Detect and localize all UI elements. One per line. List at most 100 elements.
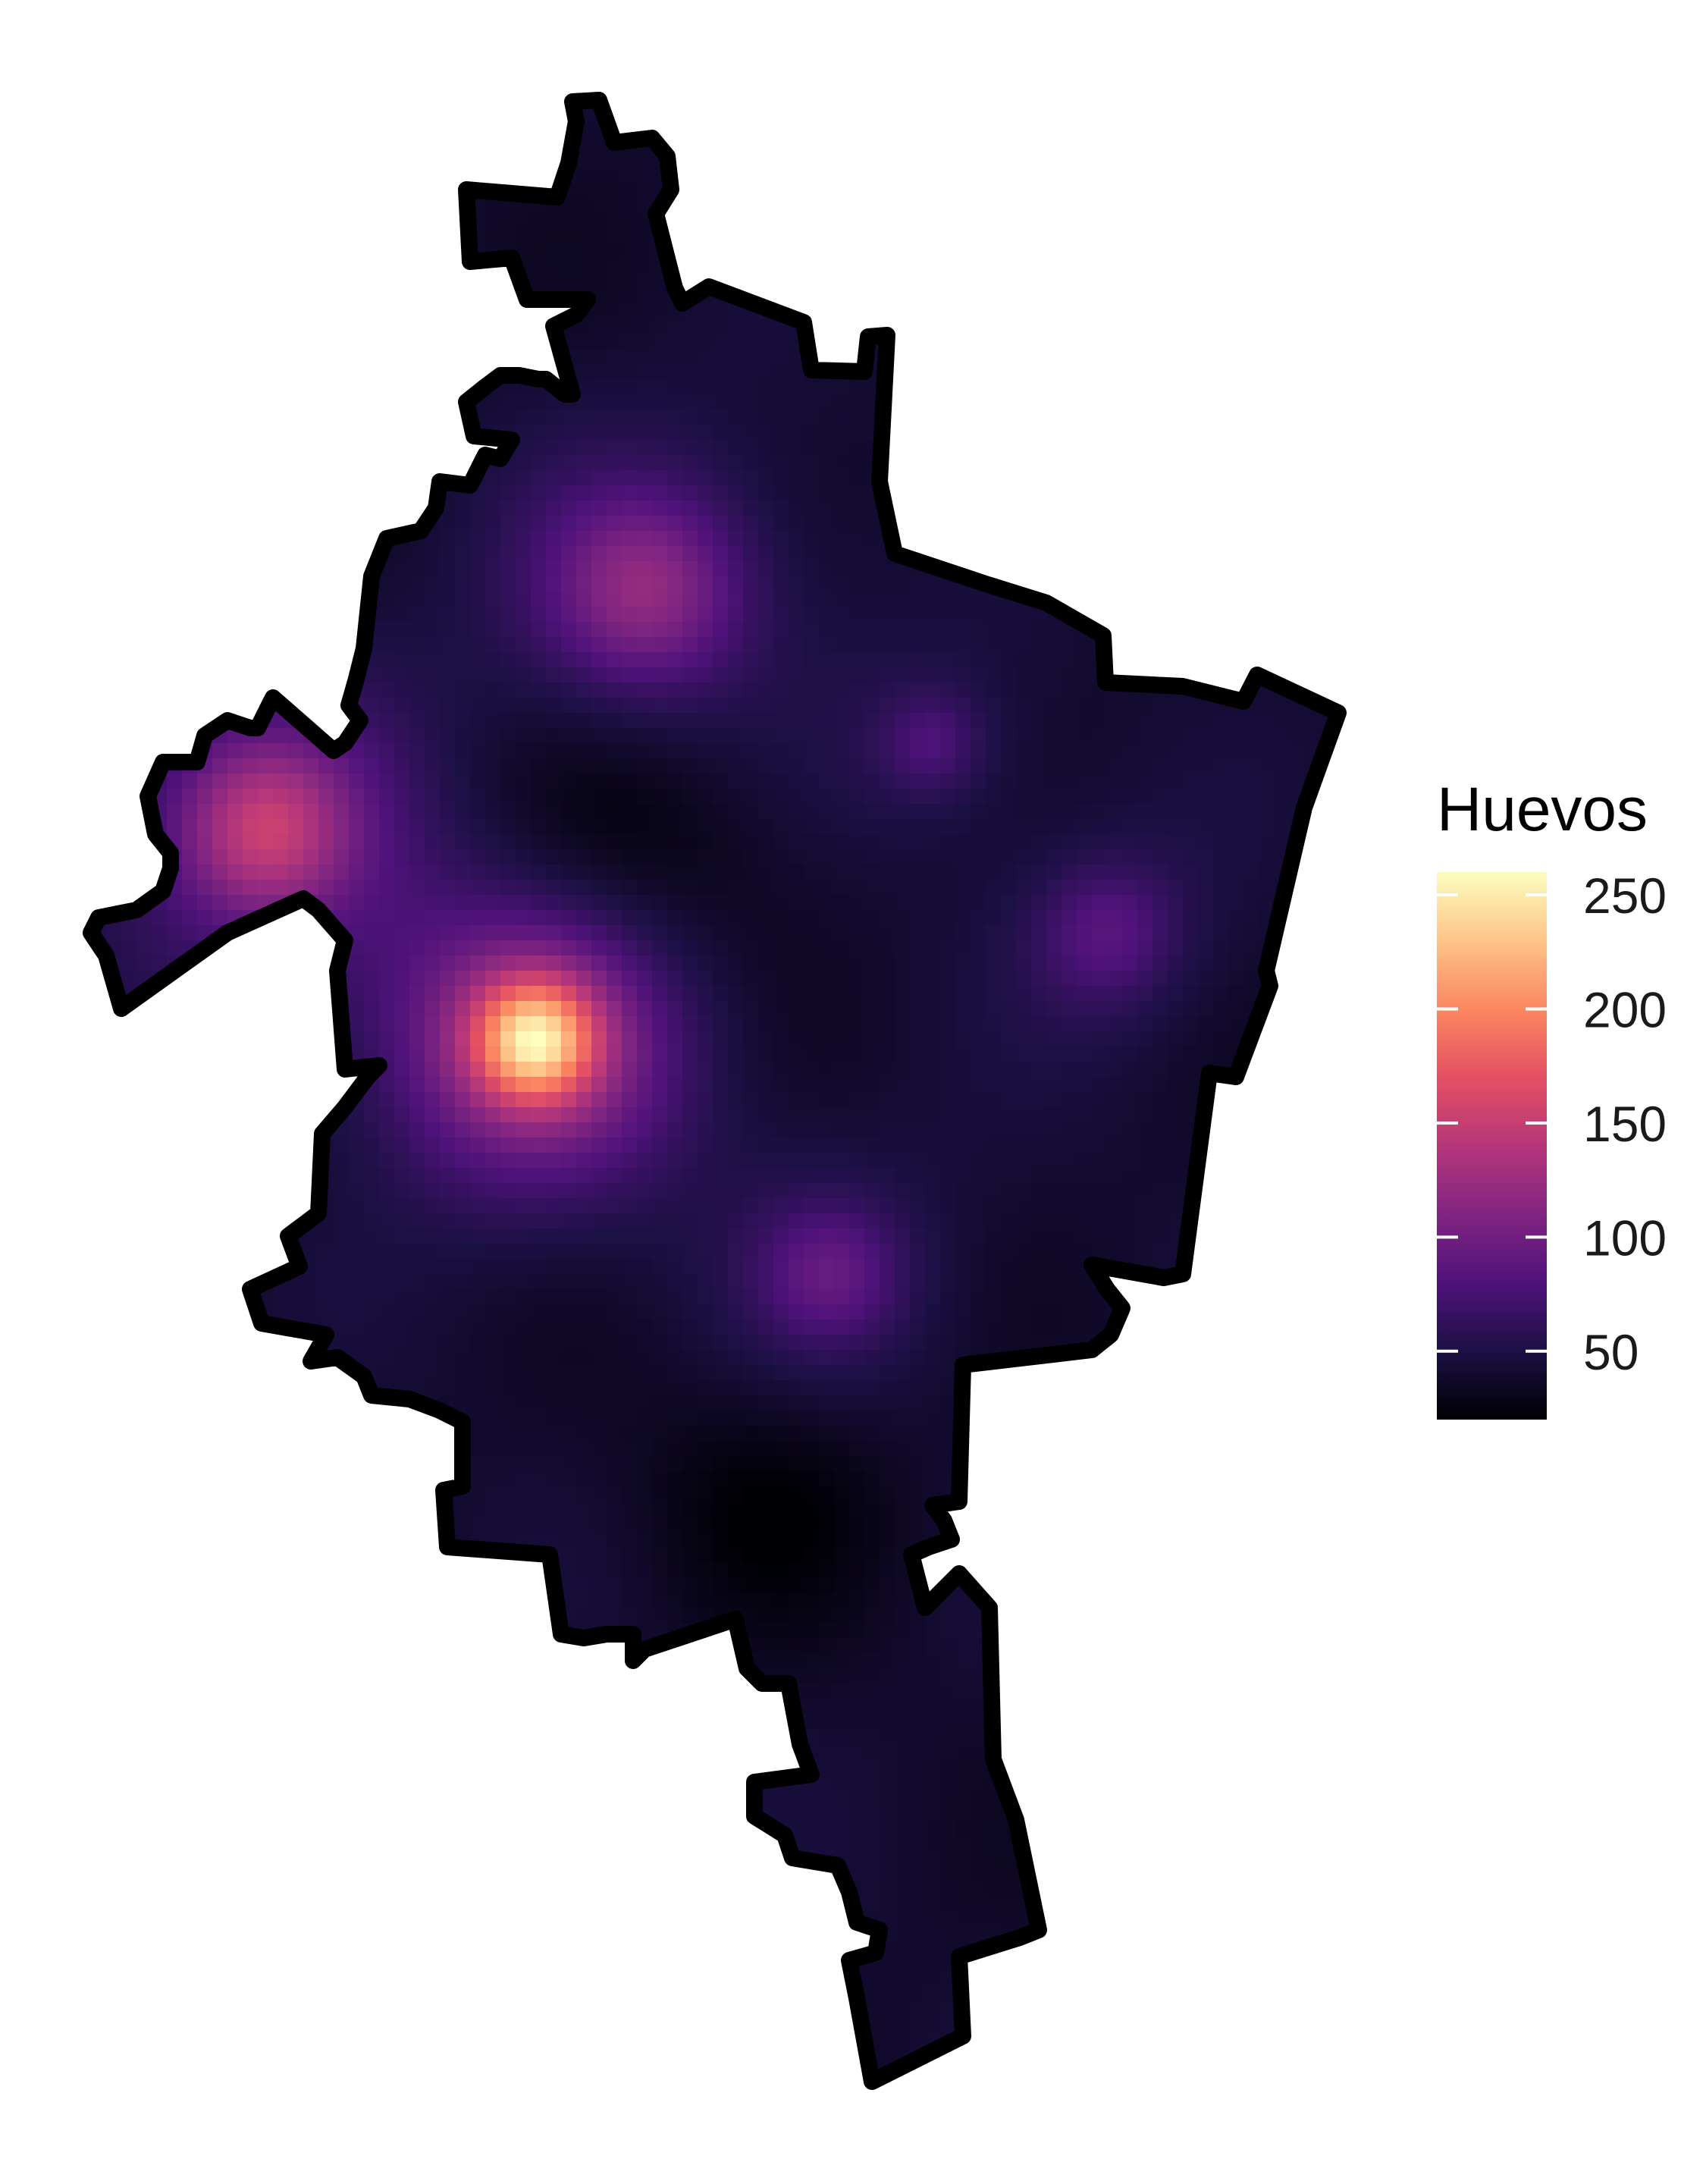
heat-cell xyxy=(394,956,410,971)
heat-cell xyxy=(758,100,774,107)
heat-cell xyxy=(864,136,880,152)
heat-cell xyxy=(1046,394,1062,410)
heat-cell xyxy=(1350,667,1366,683)
heat-cell xyxy=(167,546,183,562)
heat-cell xyxy=(1137,576,1153,592)
heat-cell xyxy=(1304,713,1320,729)
heat-cell xyxy=(334,228,350,243)
heat-cell xyxy=(591,864,607,880)
heat-cell xyxy=(1062,121,1077,137)
heat-cell xyxy=(1304,728,1320,744)
heat-cell xyxy=(622,607,638,623)
heat-cell xyxy=(1092,834,1108,850)
heat-cell xyxy=(789,106,804,122)
heat-cell xyxy=(394,334,410,350)
heat-cell xyxy=(1274,121,1290,137)
heat-cell xyxy=(591,561,607,577)
heat-cell xyxy=(258,288,274,304)
heat-cell xyxy=(607,864,623,880)
heat-cell xyxy=(258,804,274,820)
heat-cell xyxy=(303,136,319,152)
heat-cell xyxy=(713,864,729,880)
heat-cell xyxy=(1304,243,1320,259)
heat-cell xyxy=(971,607,986,623)
heat-cell xyxy=(819,440,835,456)
heat-cell xyxy=(546,440,562,456)
heat-cell xyxy=(318,136,334,152)
heat-cell xyxy=(455,804,471,820)
heat-cell xyxy=(531,849,547,865)
heat-cell xyxy=(849,136,865,152)
heat-cell xyxy=(773,500,789,516)
heat-cell xyxy=(955,425,971,441)
heat-cell xyxy=(1228,774,1244,789)
heat-cell xyxy=(652,303,668,319)
heat-cell xyxy=(425,880,441,896)
heat-cell xyxy=(849,197,865,213)
heat-cell xyxy=(607,713,623,729)
heat-cell xyxy=(1152,819,1168,835)
heat-cell xyxy=(1198,197,1214,213)
heat-cell xyxy=(1183,425,1199,441)
heat-cell xyxy=(440,849,456,865)
heat-cell xyxy=(531,394,547,410)
heat-cell xyxy=(121,956,137,971)
heat-cell xyxy=(516,334,532,350)
heat-cell xyxy=(364,212,380,228)
heat-cell xyxy=(698,394,713,410)
heat-cell xyxy=(182,106,198,122)
heat-cell xyxy=(1016,455,1032,471)
heat-cell xyxy=(1319,243,1335,259)
heat-cell xyxy=(1213,667,1229,683)
heat-cell xyxy=(910,243,926,259)
heat-cell xyxy=(1046,819,1062,835)
heat-cell xyxy=(1031,197,1047,213)
heat-cell xyxy=(1198,804,1214,820)
heat-cell xyxy=(1334,546,1338,562)
heat-cell xyxy=(622,895,638,911)
heat-cell xyxy=(819,561,835,577)
heat-cell xyxy=(637,100,653,107)
heat-cell xyxy=(652,455,668,471)
heat-cell xyxy=(485,288,501,304)
heat-cell xyxy=(1259,440,1275,456)
heat-cell xyxy=(713,789,729,805)
heat-cell xyxy=(531,470,547,486)
heat-cell xyxy=(682,212,698,228)
heat-cell xyxy=(955,303,971,319)
heat-cell xyxy=(379,152,395,168)
heat-cell xyxy=(409,576,425,592)
heat-cell xyxy=(1228,243,1244,259)
heat-cell xyxy=(243,758,259,774)
heat-cell xyxy=(698,364,713,380)
heat-cell xyxy=(667,864,683,880)
heat-cell xyxy=(1198,136,1214,152)
heat-cell xyxy=(470,910,486,926)
heat-cell xyxy=(349,212,365,228)
heat-cell xyxy=(394,243,410,259)
heat-cell xyxy=(485,303,501,319)
heat-cell xyxy=(212,637,228,653)
heat-cell xyxy=(910,864,926,880)
heat-cell xyxy=(1259,864,1275,880)
heat-cell xyxy=(303,318,319,334)
heat-cell xyxy=(1168,622,1184,638)
heat-cell xyxy=(880,743,895,759)
heat-cell xyxy=(1077,895,1093,911)
heat-cell xyxy=(698,925,713,941)
heat-cell xyxy=(1107,607,1123,623)
heat-cell xyxy=(1259,106,1275,122)
heat-cell xyxy=(546,682,562,698)
heat-cell xyxy=(1046,364,1062,380)
heat-cell xyxy=(349,774,365,789)
heat-cell xyxy=(895,182,911,198)
heat-cell xyxy=(955,410,971,425)
heat-cell xyxy=(455,925,471,941)
heat-cell xyxy=(440,394,456,410)
heat-cell xyxy=(834,152,850,168)
heat-cell xyxy=(546,100,562,107)
heat-cell xyxy=(986,425,1002,441)
heat-cell xyxy=(167,425,183,441)
heat-cell xyxy=(667,576,683,592)
heat-cell xyxy=(758,819,774,835)
